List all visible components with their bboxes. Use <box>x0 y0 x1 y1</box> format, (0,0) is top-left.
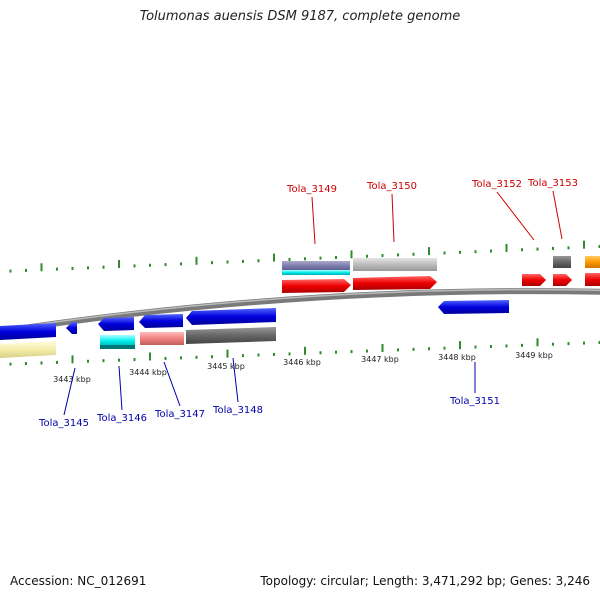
gene-arrow <box>438 300 509 314</box>
gene-leader-line <box>496 191 535 241</box>
gene-arrow <box>522 274 546 286</box>
gene-arrow <box>0 323 56 340</box>
genome-backbone <box>0 288 600 335</box>
gene-label[interactable]: Tola_3146 <box>96 413 147 424</box>
gene-block <box>100 335 135 347</box>
kbp-label: 3446 kbp <box>283 358 321 367</box>
gene-block <box>282 270 350 275</box>
gene-label[interactable]: Tola_3151 <box>449 396 500 407</box>
reverse-features <box>0 300 509 358</box>
gene-block <box>100 345 135 349</box>
kbp-label: 3447 kbp <box>361 355 399 364</box>
kbp-label: 3445 kbp <box>207 362 245 371</box>
kbp-label: 3449 kbp <box>515 351 553 360</box>
gene-label[interactable]: Tola_3153 <box>527 178 578 189</box>
gene-arrow <box>186 308 276 325</box>
gene-arrow <box>98 317 134 331</box>
gene-block <box>585 256 600 268</box>
gene-block <box>186 327 276 344</box>
gene-label[interactable]: Tola_3150 <box>366 181 417 192</box>
accession-text: Accession: NC_012691 <box>10 574 147 588</box>
gene-leader-line <box>63 367 76 416</box>
kbp-label: 3448 kbp <box>438 353 476 362</box>
gene-block <box>140 332 184 345</box>
gene-block <box>585 273 600 286</box>
tick-marks <box>9 240 600 366</box>
gene-label[interactable]: Tola_3147 <box>154 409 205 420</box>
gene-arrow <box>139 314 183 328</box>
genome-backbone-highlight <box>0 288 600 331</box>
gene-arrow <box>553 274 572 286</box>
gene-label[interactable]: Tola_3152 <box>471 179 522 190</box>
gene-leader-line <box>391 193 395 243</box>
gene-leader-line <box>311 196 316 245</box>
gene-block <box>0 341 56 358</box>
gene-arrow <box>353 276 437 290</box>
forward-features <box>282 256 600 293</box>
gene-leader-line <box>232 357 239 403</box>
gene-block <box>553 256 571 268</box>
map-title: Tolumonas auensis DSM 9187, complete gen… <box>139 9 461 24</box>
gene-arrow <box>66 322 77 334</box>
topology-text: Topology: circular; Length: 3,471,292 bp… <box>260 574 590 588</box>
gene-block <box>353 258 437 271</box>
gene-labels: Tola_3149 Tola_3150 Tola_3152 Tola_3153 Tola… <box>38 178 578 429</box>
gene-block <box>282 261 350 272</box>
gene-leader-line <box>163 361 181 407</box>
gene-label[interactable]: Tola_3145 <box>38 418 89 429</box>
gene-label[interactable]: Tola_3148 <box>212 405 263 416</box>
gene-label[interactable]: Tola_3149 <box>286 184 337 195</box>
kbp-label: 3444 kbp <box>129 368 167 377</box>
gene-leader-line <box>552 190 563 240</box>
gene-arrow <box>282 279 351 293</box>
gene-leader-line <box>118 365 123 411</box>
